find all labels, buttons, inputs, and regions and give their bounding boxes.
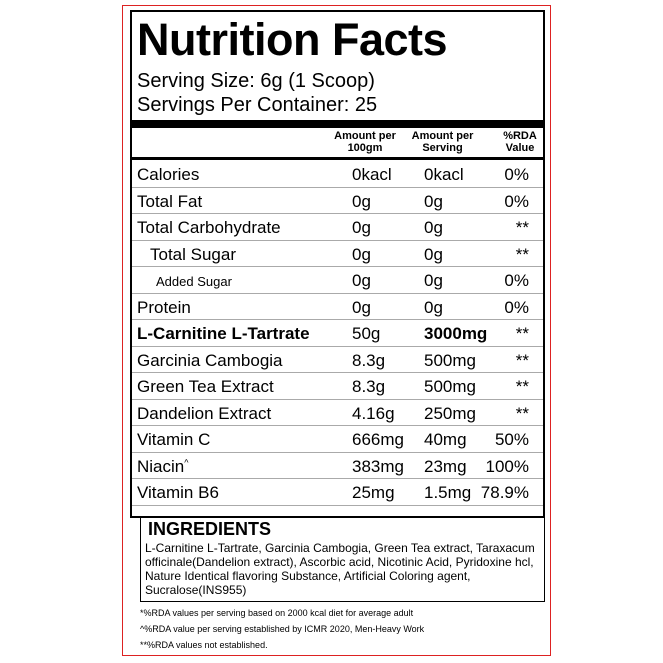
nutrient-name: L-Carnitine L-Tartrate (137, 324, 310, 343)
header-rule (132, 157, 543, 160)
amount-per-100g: 8.3g (352, 350, 386, 370)
nutrient-row: Added Sugar 0g 0g 0% (132, 267, 543, 294)
servings-per-container: Servings Per Container: 25 (137, 94, 378, 116)
nutrient-name: Added Sugar (156, 274, 232, 289)
nutrient-row: Total Carbohydrate 0g 0g ** (132, 214, 543, 241)
nutrient-row: Vitamin B6 25mg 1.5mg 78.9% (132, 479, 543, 506)
nutrient-row: Vitamin C 666mg 40mg 50% (132, 426, 543, 453)
rda-value: ** (515, 377, 529, 396)
amount-per-100g: 0g (352, 297, 371, 317)
rda-value: 50% (494, 430, 529, 449)
column-header: %RDA Value (503, 130, 537, 154)
nutrient-name: Total Sugar (150, 244, 236, 264)
amount-per-serving: 1.5mg (424, 483, 472, 502)
column-header: Amount per Serving (411, 130, 474, 154)
amount-per-100g: 0g (352, 271, 371, 290)
nutrient-name: Vitamin C (137, 430, 211, 449)
rda-value: 100% (485, 456, 529, 476)
ingredients-title: INGREDIENTS (148, 519, 272, 539)
serving-size: Serving Size: 6g (1 Scoop) (137, 70, 375, 92)
nutrient-name: Dandelion Extract (137, 403, 272, 423)
amount-per-serving: 23mg (424, 456, 467, 476)
nutrient-row: Protein 0g 0g 0% (132, 294, 543, 320)
rda-value: 0% (504, 191, 529, 211)
amount-per-100g: 50g (352, 324, 381, 343)
amount-per-serving: 0g (424, 271, 443, 290)
nutrient-row: Calories 0kacl 0kacl 0% (132, 161, 543, 188)
footnote: ^%RDA value per serving established by I… (140, 624, 425, 634)
nutrient-name: Garcinia Cambogia (137, 350, 283, 370)
footnote: **%RDA values not established. (140, 640, 268, 650)
amount-per-serving: 0g (424, 191, 443, 211)
amount-per-100g: 25mg (352, 483, 395, 502)
amount-per-100g: 383mg (352, 456, 404, 476)
rda-value: 0% (504, 271, 529, 290)
rda-value: ** (515, 324, 529, 343)
nutrient-row: Total Sugar 0g 0g ** (132, 241, 543, 267)
rda-value: 0% (504, 297, 529, 317)
nutrient-name: Green Tea Extract (137, 377, 274, 396)
nutrient-name: Protein (137, 297, 191, 317)
amount-per-serving: 500mg (424, 350, 476, 370)
nutrient-row: Niacin^ 383mg 23mg 100% (132, 453, 543, 479)
rda-value: ** (515, 403, 529, 423)
thick-bar (132, 120, 543, 128)
amount-per-100g: 8.3g (352, 377, 386, 396)
nutrient-row: Garcinia Cambogia 8.3g 500mg ** (132, 347, 543, 373)
nutrient-row: L-Carnitine L-Tartrate 50g 3000mg ** (132, 320, 543, 347)
rda-value: 0% (504, 165, 529, 184)
nutrient-name: Total Carbohydrate (137, 218, 281, 237)
amount-per-serving: 0g (424, 297, 443, 317)
amount-per-100g: 0g (352, 244, 371, 264)
ingredients-box (140, 516, 545, 602)
amount-per-serving: 500mg (424, 377, 476, 396)
ingredients-text: L-Carnitine L-Tartrate, Garcinia Cambogi… (145, 541, 535, 597)
amount-per-serving: 40mg (424, 430, 467, 449)
amount-per-serving: 0g (424, 218, 443, 237)
amount-per-100g: 0kacl (352, 165, 392, 184)
nutrient-row: Green Tea Extract 8.3g 500mg ** (132, 373, 543, 400)
nutrient-name: Calories (137, 165, 200, 184)
facts-frame (130, 10, 545, 518)
amount-per-100g: 4.16g (352, 403, 395, 423)
nutrient-marker: ^ (184, 456, 189, 467)
amount-per-serving: 0g (424, 244, 443, 264)
nutrient-name: Total Fat (137, 191, 203, 211)
column-header: Amount per 100gm (334, 130, 396, 154)
nutrient-name: Vitamin B6 (137, 483, 219, 502)
rda-value: ** (515, 218, 529, 237)
outer-border (122, 5, 551, 656)
amount-per-100g: 0g (352, 191, 371, 211)
nutrient-row: Total Fat 0g 0g 0% (132, 188, 543, 214)
amount-per-100g: 666mg (352, 430, 404, 449)
amount-per-serving: 250mg (424, 403, 476, 423)
nutrient-row: Dandelion Extract 4.16g 250mg ** (132, 400, 543, 426)
nutrient-name: Niacin^ (137, 456, 189, 476)
title: Nutrition Facts (137, 14, 448, 65)
rda-value: 78.9% (480, 483, 529, 502)
rda-value: ** (515, 244, 529, 264)
footnote: *%RDA values per serving based on 2000 k… (140, 608, 414, 618)
amount-per-serving: 0kacl (424, 165, 464, 184)
amount-per-serving: 3000mg (424, 324, 488, 343)
rda-value: ** (515, 350, 529, 370)
amount-per-100g: 0g (352, 218, 371, 237)
